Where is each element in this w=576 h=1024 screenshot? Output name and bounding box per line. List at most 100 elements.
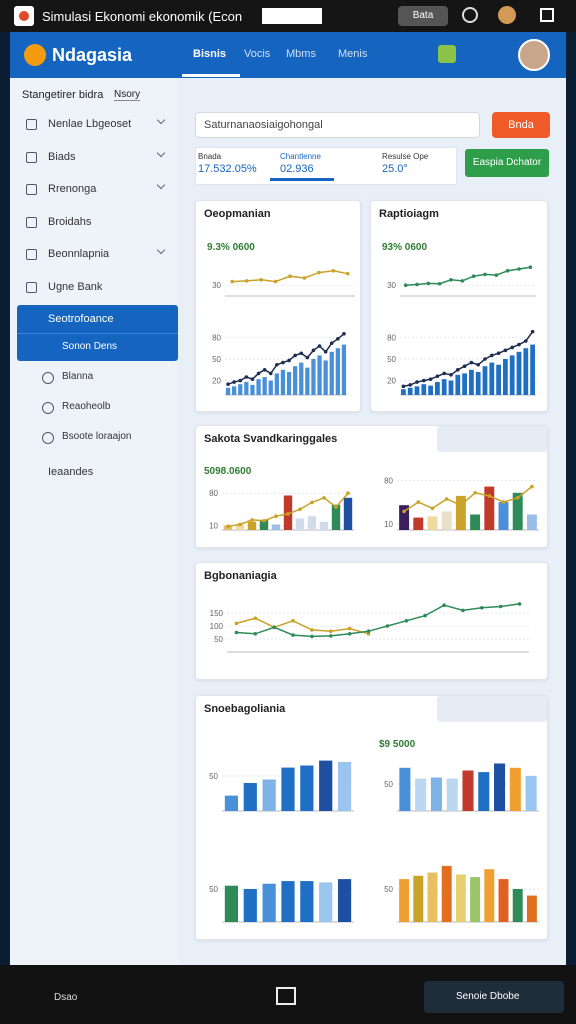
bar <box>299 362 304 395</box>
point <box>528 265 533 269</box>
sidebar-item-active[interactable]: Seotrofoance <box>48 313 114 325</box>
point <box>317 344 322 348</box>
point <box>234 621 239 626</box>
point <box>226 382 230 386</box>
point <box>442 603 446 607</box>
bar <box>469 369 474 395</box>
maximize[interactable] <box>540 8 554 22</box>
sidebar-item[interactable]: Biads <box>48 150 76 163</box>
taskbar-label[interactable]: Dsao <box>54 992 78 1003</box>
y-tick-label: 80 <box>209 489 218 498</box>
sidebar-item[interactable]: Nenlae Lbgeoset <box>48 118 132 130</box>
point <box>259 278 263 282</box>
point <box>287 358 291 363</box>
bar <box>470 514 481 530</box>
sidebar-subitem[interactable]: Blanna <box>62 371 94 382</box>
sidebar-tag[interactable]: Nsory <box>114 89 141 101</box>
bar <box>446 778 458 811</box>
point <box>444 497 449 501</box>
y-tick-label: 10 <box>209 521 218 530</box>
point <box>262 368 267 372</box>
icon[interactable] <box>276 987 296 1005</box>
point <box>281 360 285 365</box>
point <box>510 345 514 350</box>
icon <box>26 281 37 293</box>
sidebar-item[interactable]: Ieaandes <box>48 466 94 478</box>
bar <box>274 373 279 395</box>
search-input[interactable]: Saturnanaosiaigohongal <box>195 112 480 138</box>
taskbar-app[interactable]: Senoie Dbobe <box>424 981 564 1013</box>
chart: 10 80 <box>384 476 539 531</box>
icon <box>42 432 54 444</box>
point <box>498 604 503 609</box>
sidebar-subitem-active[interactable]: Sonon Dens <box>62 341 118 352</box>
stats-button[interactable]: Easpia Dchator <box>465 149 549 177</box>
panel-title: Snoebagoliania <box>204 703 286 715</box>
bar <box>319 521 329 530</box>
panel-title: Oeopmanian <box>204 208 271 220</box>
icon[interactable] <box>438 45 456 63</box>
point <box>402 509 406 514</box>
point <box>473 491 477 495</box>
chart: 50 <box>209 879 354 923</box>
point <box>253 616 258 620</box>
point <box>347 626 352 631</box>
bar <box>337 879 352 922</box>
bar <box>243 889 257 922</box>
point <box>462 364 467 368</box>
sidebar-item[interactable]: Beonnlapnia <box>48 248 110 260</box>
bar <box>421 384 427 395</box>
sidebar-item[interactable]: Broidahs <box>48 215 92 228</box>
chart: 50 100 150 <box>210 602 529 653</box>
y-tick-label: 50 <box>209 885 218 894</box>
bar <box>262 883 276 922</box>
point <box>456 368 460 372</box>
tab[interactable]: Bisnis <box>193 48 227 60</box>
y-tick-label: 50 <box>387 355 396 364</box>
avatar[interactable] <box>518 39 550 71</box>
sidebar-subitem[interactable]: Reaoheolb <box>62 401 111 412</box>
point <box>401 384 406 389</box>
panel-search[interactable] <box>437 426 547 452</box>
icon[interactable] <box>462 7 478 23</box>
tab[interactable]: Vocis <box>244 48 271 60</box>
chart-label: $9 5000 <box>379 739 416 750</box>
panel-search[interactable] <box>437 696 547 722</box>
bar <box>530 344 535 395</box>
badge[interactable]: Bata <box>398 6 448 26</box>
bar <box>280 369 286 395</box>
bar <box>441 865 452 922</box>
point <box>250 377 255 381</box>
y-tick-label: 80 <box>387 333 396 342</box>
bar <box>526 895 537 922</box>
icon <box>42 402 54 414</box>
bar <box>484 869 495 922</box>
bar <box>399 767 411 811</box>
bar <box>523 348 529 395</box>
stat-value: 02.936 <box>280 163 314 175</box>
point <box>342 332 346 336</box>
panel <box>195 562 548 680</box>
point <box>244 375 249 379</box>
chart: $9 5000 50 <box>379 739 539 812</box>
bar <box>319 760 333 811</box>
sidebar-item[interactable]: Ugne Bank <box>48 280 103 293</box>
bar <box>512 492 523 530</box>
search-button[interactable]: Bnda <box>492 112 550 138</box>
bar <box>503 359 508 395</box>
point <box>422 378 426 383</box>
bar <box>498 502 509 530</box>
stat-label: Bnada <box>198 152 222 161</box>
tab[interactable]: Menis <box>338 48 368 60</box>
point <box>490 353 494 358</box>
sidebar-item[interactable]: Rrenonga <box>48 183 97 195</box>
tab[interactable]: Mbms <box>286 48 316 60</box>
point <box>428 377 433 381</box>
bar <box>341 344 347 395</box>
point <box>404 619 409 623</box>
y-tick-label: 20 <box>212 377 221 386</box>
point <box>305 355 310 360</box>
point <box>530 484 534 489</box>
avatar[interactable] <box>498 6 516 24</box>
sidebar-subitem[interactable]: Bsoote loraajon <box>62 431 132 442</box>
